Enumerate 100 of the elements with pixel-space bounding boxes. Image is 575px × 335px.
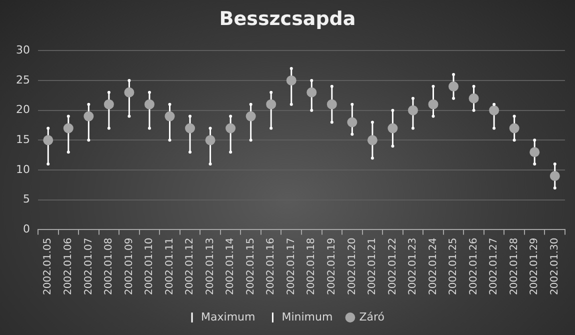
point bbox=[63, 123, 74, 134]
point bbox=[509, 123, 520, 134]
x-tick-label: 2002.01.06 bbox=[62, 238, 74, 296]
point bbox=[306, 87, 317, 98]
point bbox=[185, 123, 196, 134]
point bbox=[553, 162, 556, 166]
x-tick-label: 2002.01.20 bbox=[346, 238, 358, 296]
point bbox=[432, 84, 435, 88]
legend-label: Záró bbox=[359, 310, 385, 324]
point bbox=[492, 102, 496, 106]
point bbox=[310, 108, 314, 112]
point bbox=[452, 72, 456, 76]
x-tick-label: 2002.01.30 bbox=[549, 238, 560, 296]
x-tick-label: 2002.01.14 bbox=[225, 238, 236, 296]
point bbox=[367, 135, 378, 146]
point bbox=[533, 162, 536, 166]
x-tick-label: 2002.01.16 bbox=[266, 238, 277, 296]
point bbox=[43, 135, 54, 146]
point bbox=[290, 102, 293, 106]
point bbox=[391, 144, 394, 148]
x-tick-label: 2002.01.18 bbox=[306, 238, 318, 296]
x-tick-label: 2002.01.29 bbox=[529, 238, 540, 296]
point bbox=[432, 114, 435, 118]
x-tick-label: 2002.01.26 bbox=[468, 238, 480, 296]
point bbox=[411, 126, 414, 130]
x-tick-label: 2002.01.07 bbox=[83, 238, 94, 296]
point bbox=[550, 171, 560, 181]
y-tick-label: 15 bbox=[16, 133, 30, 146]
point bbox=[128, 78, 131, 82]
point bbox=[492, 126, 496, 130]
point bbox=[512, 138, 516, 142]
x-tick-label: 2002.01.12 bbox=[184, 238, 196, 296]
point bbox=[391, 108, 394, 112]
y-tick-label: 0 bbox=[22, 222, 30, 236]
x-tick-label: 2002.01.11 bbox=[164, 238, 176, 296]
point bbox=[168, 102, 172, 106]
point bbox=[472, 84, 476, 88]
point bbox=[188, 150, 192, 154]
point bbox=[553, 186, 556, 190]
point bbox=[168, 138, 172, 142]
x-tick-label: 2002.01.28 bbox=[508, 238, 520, 296]
x-tick-label: 2002.01.09 bbox=[124, 238, 135, 296]
point bbox=[370, 120, 374, 124]
point bbox=[411, 96, 414, 100]
point bbox=[164, 111, 175, 122]
x-tick-label: 2002.01.17 bbox=[286, 238, 297, 296]
point bbox=[270, 126, 273, 130]
x-tick-label: 2002.01.22 bbox=[387, 238, 398, 296]
y-tick-label: 10 bbox=[16, 162, 30, 176]
x-tick-label: 2002.01.10 bbox=[144, 238, 156, 296]
point bbox=[104, 99, 114, 110]
point bbox=[388, 123, 398, 134]
point bbox=[249, 138, 252, 142]
point bbox=[128, 114, 131, 118]
point bbox=[229, 150, 232, 154]
point bbox=[472, 108, 476, 112]
point bbox=[408, 105, 418, 116]
y-tick-label: 5 bbox=[22, 192, 30, 206]
point bbox=[124, 87, 134, 98]
point bbox=[66, 150, 70, 154]
point bbox=[326, 99, 337, 110]
point bbox=[188, 114, 192, 118]
point bbox=[350, 132, 354, 136]
point bbox=[350, 102, 354, 106]
point bbox=[530, 147, 540, 158]
point bbox=[512, 114, 516, 118]
chart-title: Besszcsapda bbox=[218, 8, 357, 30]
legend-label: Maximum bbox=[201, 310, 256, 324]
point bbox=[290, 67, 293, 70]
x-tick-label: 2002.01.27 bbox=[488, 238, 500, 296]
point bbox=[246, 111, 256, 122]
point bbox=[205, 135, 216, 146]
point bbox=[226, 123, 236, 134]
point bbox=[107, 90, 110, 94]
point bbox=[66, 114, 70, 118]
x-tick-label: 2002.01.19 bbox=[326, 238, 338, 296]
point bbox=[249, 102, 252, 106]
point bbox=[310, 78, 314, 82]
point bbox=[270, 90, 273, 94]
y-tick-label: 25 bbox=[16, 73, 30, 86]
x-tick-label: 2002.01.24 bbox=[428, 238, 439, 296]
point bbox=[208, 126, 212, 130]
point bbox=[84, 111, 94, 122]
point bbox=[208, 162, 212, 166]
point bbox=[107, 126, 110, 130]
x-tick-label: 2002.01.05 bbox=[42, 238, 54, 296]
point bbox=[229, 114, 232, 118]
point bbox=[533, 138, 536, 142]
point bbox=[489, 105, 500, 116]
point bbox=[148, 126, 151, 130]
point bbox=[448, 81, 459, 92]
x-tick-label: 2002.01.13 bbox=[204, 238, 216, 296]
x-tick-label: 2002.01.15 bbox=[245, 238, 256, 296]
point bbox=[370, 156, 374, 160]
legend-label: Minimum bbox=[282, 310, 333, 324]
point bbox=[46, 126, 50, 130]
point bbox=[148, 90, 151, 94]
x-tick-label: 2002.01.23 bbox=[408, 238, 419, 296]
point bbox=[330, 120, 334, 124]
point bbox=[468, 93, 479, 104]
